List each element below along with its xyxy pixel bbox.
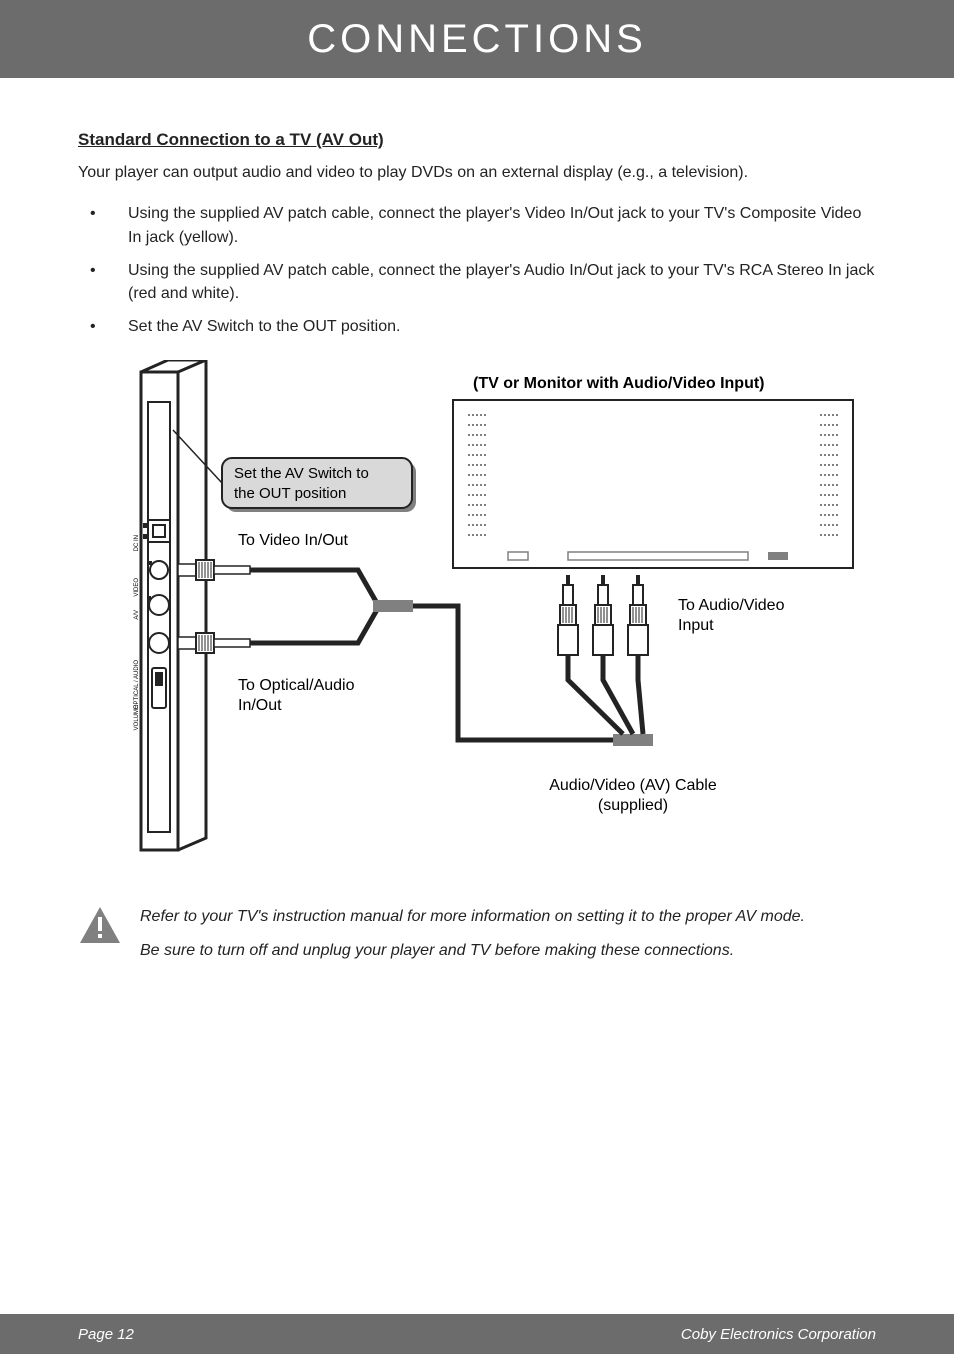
- svg-text:(supplied): (supplied): [598, 797, 668, 814]
- note-block: Refer to your TV's instruction manual fo…: [78, 905, 876, 971]
- video-plug: [178, 560, 250, 580]
- svg-text:OPTICAL / AUDIO: OPTICAL / AUDIO: [134, 660, 140, 709]
- warning-icon: [78, 905, 122, 950]
- svg-text:Set the AV Switch to: Set the AV Switch to: [234, 465, 369, 482]
- page-title: CONNECTIONS: [307, 17, 647, 62]
- cable-label: Audio/Video (AV) Cable: [549, 777, 717, 794]
- bullet-item: Using the supplied AV patch cable, conne…: [78, 202, 876, 248]
- svg-text:Input: Input: [678, 617, 714, 634]
- footer-left: Page 12: [78, 1326, 134, 1343]
- note-line: Refer to your TV's instruction manual fo…: [140, 905, 805, 928]
- player-side-panel: DC IN VIDEO A/V OPTICAL / AUDIO VOLUME: [134, 360, 206, 850]
- bullet-item: Using the supplied AV patch cable, conne…: [78, 259, 876, 305]
- header-bar: CONNECTIONS: [0, 0, 954, 78]
- av-switch-callout: Set the AV Switch to the OUT position: [173, 430, 416, 512]
- note-text: Refer to your TV's instruction manual fo…: [140, 905, 805, 971]
- bullet-list: Using the supplied AV patch cable, conne…: [78, 202, 876, 338]
- bullet-item: Set the AV Switch to the OUT position.: [78, 315, 876, 338]
- section-heading: Standard Connection to a TV (AV Out): [78, 130, 876, 150]
- svg-text:In/Out: In/Out: [238, 697, 282, 714]
- video-inout-label: To Video In/Out: [238, 532, 349, 549]
- intro-text: Your player can output audio and video t…: [78, 162, 876, 184]
- optical-label: To Optical/Audio: [238, 677, 355, 694]
- svg-text:VOLUME: VOLUME: [134, 705, 140, 730]
- tv-label: (TV or Monitor with Audio/Video Input): [473, 375, 765, 392]
- tv-monitor: [453, 400, 853, 568]
- content: Standard Connection to a TV (AV Out) You…: [0, 78, 954, 972]
- svg-text:the OUT position: the OUT position: [234, 485, 346, 502]
- svg-text:VIDEO: VIDEO: [134, 578, 140, 597]
- connection-diagram: DC IN VIDEO A/V OPTICAL / AUDIO VOLUME: [78, 360, 876, 875]
- svg-text:DC IN: DC IN: [134, 535, 140, 551]
- av-input-label: To Audio/Video: [678, 597, 785, 614]
- note-line: Be sure to turn off and unplug your play…: [140, 939, 805, 962]
- rca-plugs: [558, 575, 648, 655]
- svg-text:A/V: A/V: [134, 610, 140, 620]
- audio-plug: [178, 633, 250, 653]
- footer-right: Coby Electronics Corporation: [681, 1326, 876, 1343]
- footer-bar: Page 12 Coby Electronics Corporation: [0, 1314, 954, 1354]
